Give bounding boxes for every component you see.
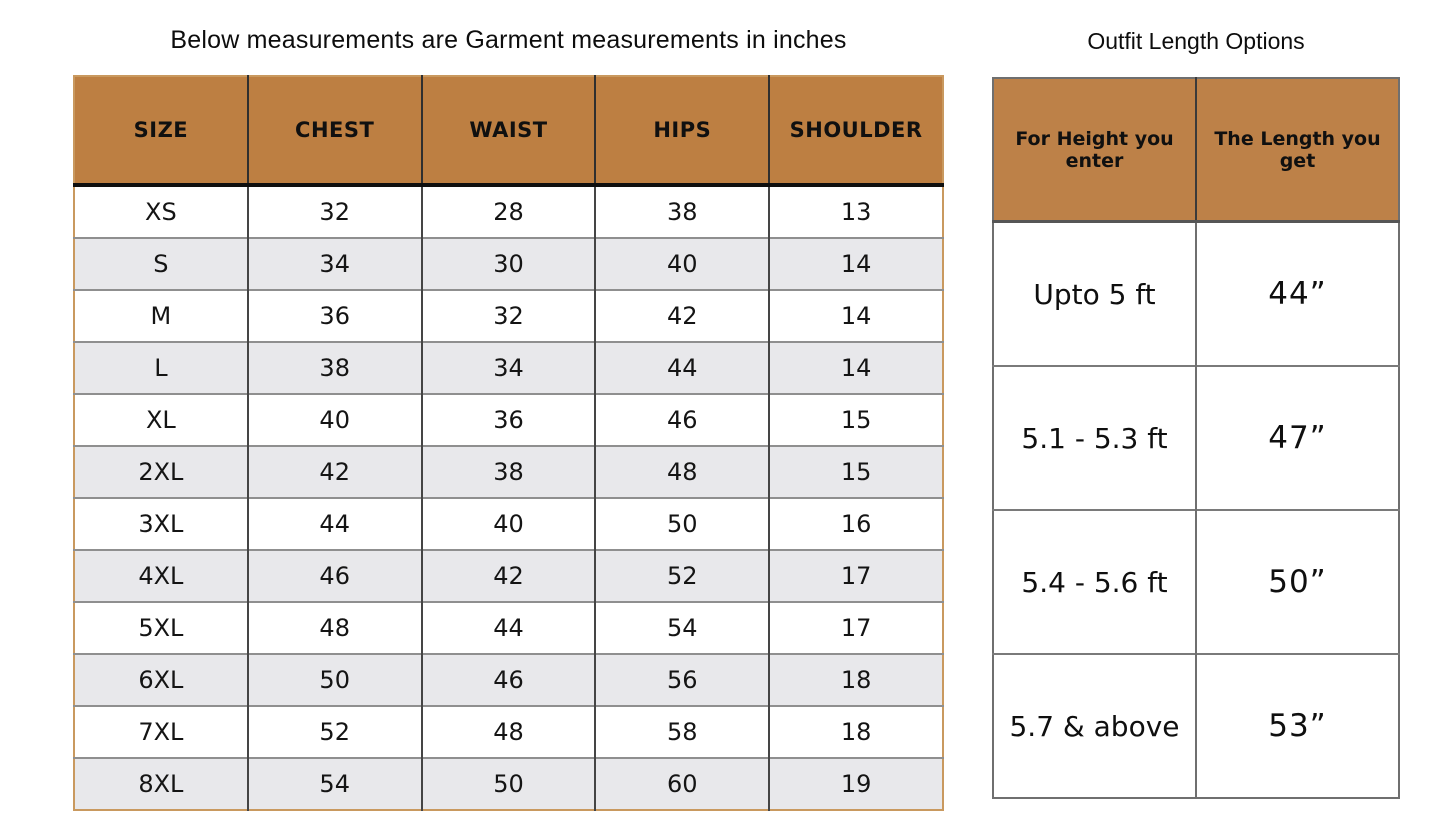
table-row: M 36 32 42 14 [74,289,943,342]
table-cell: 16 [768,497,943,550]
table-row: XL 40 36 46 15 [74,393,943,446]
column-header: SHOULDER [768,76,943,187]
table-row: 3XL 44 40 50 16 [74,497,943,550]
table-cell: Upto 5 ft [993,221,1196,366]
table-cell: 50 [594,497,770,550]
table-cell: 46 [420,653,596,706]
table-row: 5.1 - 5.3 ft 47” [993,365,1399,510]
table-cell: L [74,341,248,394]
table-row: 5.4 - 5.6 ft 50” [993,509,1399,654]
table-cell: 36 [420,393,596,446]
table-cell: 53” [1195,653,1399,798]
table-cell: 40 [420,497,596,550]
table-cell: XS [74,185,248,238]
table-row: XS 32 28 38 13 [74,185,943,238]
column-header: The Length you get [1195,78,1399,223]
table-cell: 52 [594,549,770,602]
table-cell: 40 [594,237,770,290]
outfit-length-title: Outfit Length Options [1087,28,1305,54]
table-cell: 14 [768,289,943,342]
table-row: 2XL 42 38 48 15 [74,445,943,498]
length-table-header-row: For Height you enter The Length you get [993,78,1399,223]
table-row: 8XL 54 50 60 19 [74,757,943,810]
table-cell: 50 [246,653,422,706]
column-header: For Height you enter [993,78,1196,223]
table-cell: 42 [246,445,422,498]
table-cell: 32 [420,289,596,342]
table-row: Upto 5 ft 44” [993,221,1399,366]
table-cell: 44 [246,497,422,550]
table-cell: XL [74,393,248,446]
table-cell: 7XL [74,705,248,758]
table-cell: 48 [246,601,422,654]
table-cell: 17 [768,601,943,654]
table-cell: 50 [420,757,596,810]
garment-table-title: Below measurements are Garment measureme… [170,26,847,54]
table-row: S 34 30 40 14 [74,237,943,290]
table-cell: 52 [246,705,422,758]
table-cell: 38 [246,341,422,394]
table-cell: 15 [768,445,943,498]
table-cell: 19 [768,757,943,810]
table-cell: 40 [246,393,422,446]
table-cell: 42 [420,549,596,602]
table-cell: 3XL [74,497,248,550]
table-cell: 44 [420,601,596,654]
table-cell: 58 [594,705,770,758]
table-cell: 17 [768,549,943,602]
table-row: 5.7 & above 53” [993,653,1399,798]
table-row: L 38 34 44 14 [74,341,943,394]
table-cell: 5.1 - 5.3 ft [993,365,1196,510]
table-cell: 14 [768,237,943,290]
table-row: 6XL 50 46 56 18 [74,653,943,706]
table-cell: 5.4 - 5.6 ft [993,509,1196,654]
table-cell: 14 [768,341,943,394]
table-cell: 44 [594,341,770,394]
table-row: 5XL 48 44 54 17 [74,601,943,654]
table-cell: 60 [594,757,770,810]
table-cell: 44” [1195,221,1399,366]
garment-measurements-table: SIZE CHEST WAIST HIPS SHOULDER XS 32 28 38 13 S 34… [73,75,944,811]
table-cell: 46 [594,393,770,446]
table-cell: 5.7 & above [993,653,1196,798]
table-cell: 48 [420,705,596,758]
table-cell: 18 [768,705,943,758]
table-cell: S [74,237,248,290]
table-cell: 8XL [74,757,248,810]
table-row: 4XL 46 42 52 17 [74,549,943,602]
table-cell: 34 [420,341,596,394]
table-cell: 30 [420,237,596,290]
table-cell: 13 [768,185,943,238]
table-cell: 50” [1195,509,1399,654]
column-header: SIZE [74,76,248,187]
table-cell: 54 [594,601,770,654]
table-cell: 54 [246,757,422,810]
table-cell: 32 [246,185,422,238]
table-cell: 18 [768,653,943,706]
table-cell: 38 [420,445,596,498]
table-cell: 2XL [74,445,248,498]
table-row: 7XL 52 48 58 18 [74,705,943,758]
table-cell: 15 [768,393,943,446]
table-cell: 36 [246,289,422,342]
table-cell: 46 [246,549,422,602]
column-header: HIPS [594,76,770,187]
table-cell: 34 [246,237,422,290]
table-cell: 5XL [74,601,248,654]
table-cell: 42 [594,289,770,342]
column-header: WAIST [420,76,596,187]
table-cell: 56 [594,653,770,706]
table-cell: 28 [420,185,596,238]
garment-table-header-row: SIZE CHEST WAIST HIPS SHOULDER [74,76,943,187]
table-cell: 47” [1195,365,1399,510]
table-cell: 6XL [74,653,248,706]
column-header: CHEST [246,76,422,187]
table-cell: M [74,289,248,342]
table-cell: 48 [594,445,770,498]
table-cell: 38 [594,185,770,238]
table-cell: 4XL [74,549,248,602]
outfit-length-table: For Height you enter The Length you get U… [992,77,1400,799]
